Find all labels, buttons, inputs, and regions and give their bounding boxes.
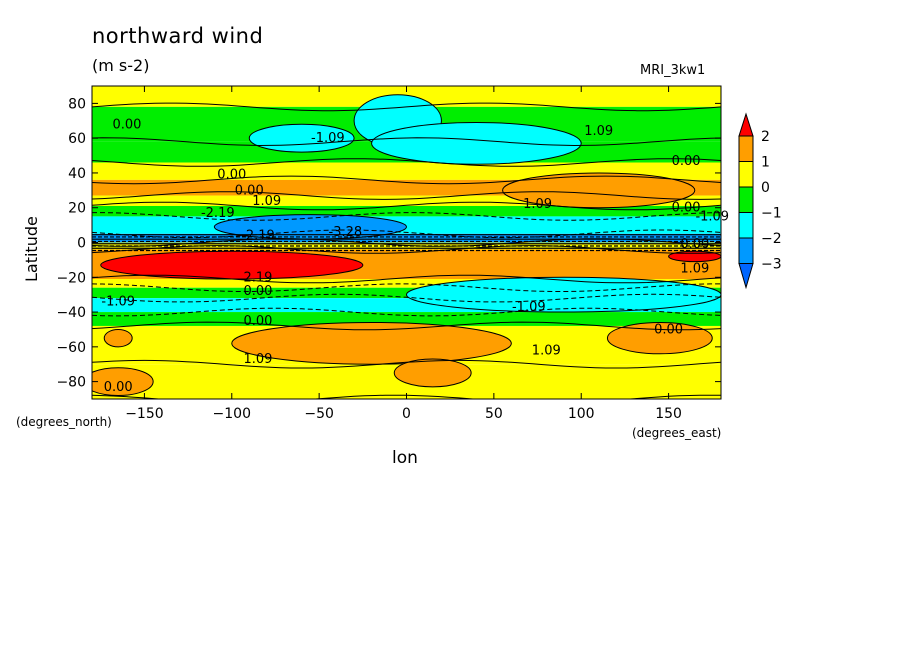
contour-blob-1 bbox=[502, 172, 696, 209]
band-14 bbox=[92, 312, 721, 326]
contour-label-23: 0.00 bbox=[104, 380, 133, 395]
y-tick-label-8: −80 bbox=[56, 375, 86, 391]
contour-label-5: 1.09 bbox=[252, 194, 281, 209]
contour-label-20: 0.00 bbox=[654, 322, 683, 337]
y-tick-label-3: 20 bbox=[68, 201, 86, 217]
contour-label-11: -3.28 bbox=[329, 225, 363, 240]
contour-line-4 bbox=[92, 191, 721, 200]
contour-label-4: 0.00 bbox=[235, 183, 264, 198]
x-tick-label-2: −50 bbox=[304, 406, 334, 422]
contour-blob-12 bbox=[393, 358, 472, 388]
contour-line-1 bbox=[92, 137, 721, 147]
colorbar-label-3: −1 bbox=[761, 206, 782, 222]
contour-blob-14 bbox=[103, 328, 133, 348]
contour-label-9: 0.00 bbox=[672, 201, 701, 216]
contour-fill-layer bbox=[92, 86, 721, 399]
y-tick-layer: 80 60 40 20 0 −20 −40 −60 −80 bbox=[56, 96, 721, 391]
contour-line-0 bbox=[92, 102, 721, 112]
contour-label-17: -1.09 bbox=[101, 295, 135, 310]
chart-units: (m s-2) bbox=[92, 56, 150, 75]
band-7 bbox=[92, 216, 721, 234]
y-tick-label-0: 80 bbox=[68, 96, 86, 112]
contour-label-layer: 0.00-1.09 1.090.000.001.09-2.190.001.09 0.… bbox=[101, 117, 729, 395]
x-axis-label: lon bbox=[392, 448, 418, 468]
colorbar-label-1: 1 bbox=[761, 155, 770, 171]
colorbar-bin-2 bbox=[738, 161, 754, 188]
contour-label-12: -2.19 bbox=[241, 229, 275, 244]
band-5 bbox=[92, 195, 721, 206]
contour-blob-4 bbox=[668, 250, 721, 263]
colorbar-label-2: 0 bbox=[761, 180, 770, 196]
contour-label-16: 0.00 bbox=[244, 284, 273, 299]
contour-label-6: -2.19 bbox=[201, 206, 235, 221]
contour-line-15 bbox=[92, 359, 721, 369]
contour-blob-8 bbox=[371, 122, 582, 165]
x-tick-layer: −150 −100 −50 0 50 100 150 bbox=[125, 86, 682, 422]
x-tick-label-5: 100 bbox=[568, 406, 595, 422]
y-unit-note: (degrees_north) bbox=[16, 415, 112, 429]
x-tick-label-4: 50 bbox=[485, 406, 503, 422]
y-tick-label-7: −60 bbox=[56, 340, 86, 356]
contour-line-5 bbox=[92, 201, 721, 211]
colorbar-bin-3 bbox=[738, 186, 754, 213]
contour-label-13: 0.00 bbox=[680, 237, 709, 252]
contour-line-14 bbox=[92, 321, 721, 331]
contour-line-7 bbox=[92, 229, 721, 239]
contour-line-10 bbox=[92, 274, 721, 284]
contour-line-layer bbox=[92, 102, 721, 399]
colorbar-bin-4 bbox=[738, 212, 754, 239]
contour-line-11 bbox=[92, 283, 721, 292]
contour-line-6 bbox=[92, 212, 721, 221]
x-unit-note: (degrees_east) bbox=[632, 426, 722, 440]
y-tick-label-5: −20 bbox=[56, 270, 86, 286]
contour-line-12 bbox=[92, 293, 721, 303]
contour-label-10: -1.09 bbox=[695, 209, 729, 224]
contour-label-22: 1.09 bbox=[532, 343, 561, 358]
colorbar: 2 1 0 −1 −2 −3 bbox=[738, 112, 782, 290]
contour-blob-10 bbox=[231, 321, 512, 365]
x-tick-label-1: −100 bbox=[213, 406, 251, 422]
y-tick-label-1: 60 bbox=[68, 131, 86, 147]
contour-blob-6 bbox=[406, 276, 721, 313]
x-tick-label-3: 0 bbox=[402, 406, 411, 422]
band-8 bbox=[92, 233, 721, 243]
contour-label-19: 0.00 bbox=[244, 314, 273, 329]
model-name: MRI_3kw1 bbox=[640, 63, 706, 78]
contour-line-3 bbox=[92, 175, 721, 185]
colorbar-top-arrow bbox=[738, 112, 754, 137]
contour-label-1: -1.09 bbox=[311, 131, 345, 146]
x-tick-label-6: 150 bbox=[655, 406, 682, 422]
chart-title: northward wind bbox=[92, 24, 264, 48]
contour-label-7: 0.00 bbox=[672, 154, 701, 169]
contour-label-2: 1.09 bbox=[584, 124, 613, 139]
contour-label-21: 1.09 bbox=[244, 352, 273, 367]
band-12 bbox=[92, 287, 721, 299]
band-11 bbox=[92, 279, 721, 288]
contour-line-13 bbox=[92, 307, 721, 317]
contour-label-15: 2.19 bbox=[244, 270, 273, 285]
colorbar-label-4: −2 bbox=[761, 231, 782, 247]
colorbar-label-0: 2 bbox=[761, 129, 770, 145]
colorbar-label-5: −3 bbox=[761, 257, 782, 273]
y-tick-label-2: 40 bbox=[68, 166, 86, 182]
contour-label-3: 0.00 bbox=[217, 168, 246, 183]
contour-label-18: -1.09 bbox=[512, 300, 546, 315]
contour-blob-11 bbox=[606, 321, 713, 355]
colorbar-bin-1 bbox=[738, 135, 754, 162]
x-tick-label-0: −150 bbox=[125, 406, 163, 422]
contour-line-2 bbox=[92, 158, 721, 167]
contour-label-14: 1.09 bbox=[680, 262, 709, 277]
colorbar-bin-5 bbox=[738, 237, 754, 264]
y-tick-label-4: 0 bbox=[77, 236, 86, 252]
band-6 bbox=[92, 205, 721, 217]
colorbar-bottom-arrow bbox=[738, 263, 754, 290]
contour-blob-13 bbox=[92, 367, 154, 397]
y-tick-label-6: −40 bbox=[56, 305, 86, 321]
contour-label-0: 0.00 bbox=[112, 117, 141, 132]
contour-label-8: 1.09 bbox=[523, 197, 552, 212]
